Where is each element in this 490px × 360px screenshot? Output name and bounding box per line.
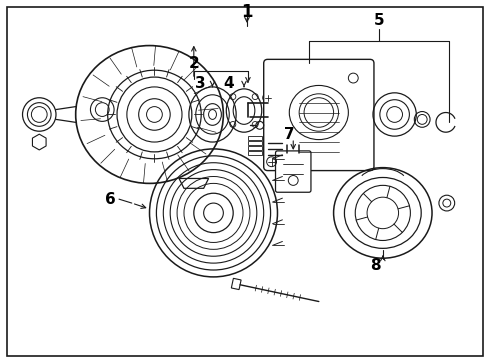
Text: 7: 7: [284, 127, 294, 142]
Polygon shape: [231, 278, 241, 289]
Bar: [248, 151, 262, 155]
Bar: [248, 141, 262, 145]
Bar: [248, 146, 262, 150]
FancyBboxPatch shape: [275, 151, 311, 192]
Polygon shape: [179, 179, 209, 188]
Text: 4: 4: [223, 76, 234, 91]
Circle shape: [147, 107, 162, 122]
Circle shape: [204, 203, 223, 223]
Text: 2: 2: [189, 56, 199, 71]
FancyBboxPatch shape: [264, 59, 374, 171]
Text: 3: 3: [196, 76, 206, 91]
Polygon shape: [32, 134, 46, 150]
Text: 6: 6: [105, 192, 116, 207]
Text: 1: 1: [241, 3, 253, 21]
Bar: [248, 136, 262, 140]
Text: 8: 8: [370, 258, 381, 273]
Text: 5: 5: [373, 13, 384, 28]
